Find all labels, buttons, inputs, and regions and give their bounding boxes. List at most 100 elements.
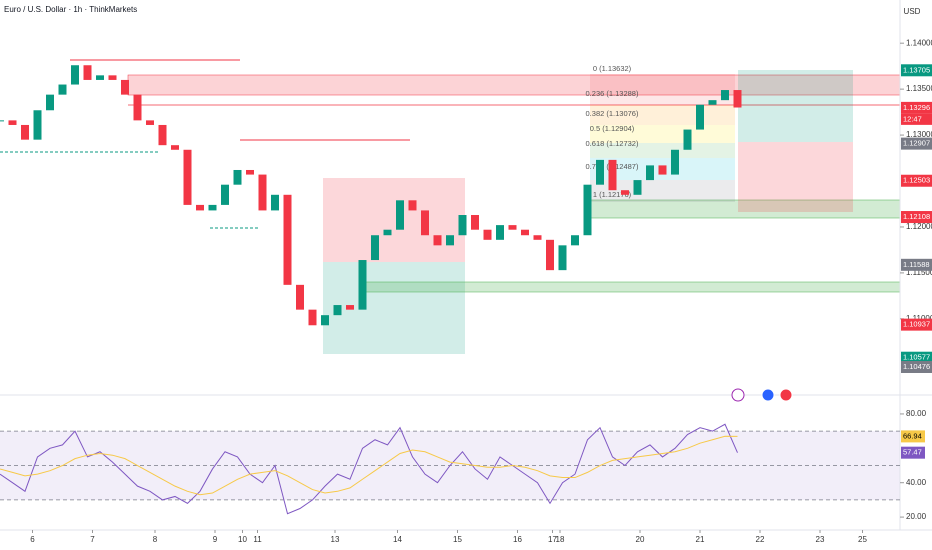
event-icon[interactable] [731,388,745,402]
x-tick-label: 11 [253,535,262,544]
event-icon[interactable] [761,388,775,402]
currency-label: USD [904,7,921,16]
rsi-line [0,435,738,496]
candle [71,65,79,85]
price-badge-label: 1.12907 [903,139,930,148]
candle [571,235,579,246]
fib-band [590,74,735,105]
candle [658,165,667,175]
short-position-target [323,262,465,354]
fib-label: 0 (1.13632) [593,64,632,73]
candle [521,229,529,236]
candle [633,180,642,195]
candle [271,194,279,211]
candle [383,229,392,236]
candle [333,305,342,316]
candle [721,90,729,101]
x-tick-label: 7 [90,535,95,544]
candle [121,79,129,95]
candle [558,245,567,271]
x-tick-label: 23 [816,535,825,544]
price-badge [901,258,932,271]
candle [646,165,654,181]
candle [733,90,742,108]
candle [708,100,717,105]
candle [596,159,604,185]
price-badge [901,351,932,364]
candle [533,235,542,240]
long-position-target [738,70,853,142]
price-badge [901,360,932,373]
x-tick-label: 22 [756,535,765,544]
candle [471,215,479,230]
y-tick-label: 1.11500 [906,268,932,277]
y-tick-label: 20.00 [906,512,927,521]
price-badge-label: 1.10577 [903,353,930,362]
candle [433,235,442,246]
candle [221,184,229,205]
candle [183,149,192,205]
support-zone [359,281,901,293]
candle [483,229,492,240]
x-tick-label: 15 [453,535,462,544]
candle [133,94,142,121]
x-tick-label: 16 [513,535,522,544]
price-badge-label: 1.13296 [903,103,930,112]
candle [21,124,29,140]
y-tick-label: 80.00 [906,409,927,418]
short-position-risk [323,178,465,262]
candle [108,75,117,80]
price-badge [901,211,932,224]
x-tick-label: 9 [213,535,218,544]
x-tick-label: 21 [696,535,705,544]
x-tick-label: 6 [30,535,35,544]
value-badge-label: 66.94 [903,431,922,440]
candle [258,174,267,211]
price-badge-label: 1.10476 [903,362,930,371]
x-tick-label: 10 [238,535,247,544]
x-tick-label: 14 [393,535,402,544]
candle [283,194,292,285]
y-tick-label: 1.11000 [906,314,932,323]
candle [0,120,4,122]
rsi-line [0,423,738,515]
value-badge-label: 57.47 [903,448,922,457]
x-tick-label: 13 [331,535,340,544]
candle [83,65,92,80]
fib-label: 0.382 (1.13076) [586,109,639,118]
price-badge-label: 1.11588 [903,260,930,269]
price-badge-label: 1.12503 [903,176,930,185]
candle [408,200,417,211]
candle [446,235,454,246]
candle [696,104,704,130]
candle [683,129,692,150]
candle [358,260,367,310]
fib-label: 1 (1.12176) [593,190,632,199]
fib-label: 0.236 (1.13288) [586,89,639,98]
candle [246,169,254,175]
event-icon[interactable] [779,388,793,402]
chart-title: Euro / U.S. Dollar · 1h · ThinkMarkets [4,5,137,14]
candle [396,200,404,230]
candle [8,120,17,125]
candle [546,239,554,271]
candle [583,184,592,236]
candle [346,305,354,310]
candle [608,159,617,191]
fib-band [590,180,735,202]
candle [171,145,179,150]
candle [308,309,317,326]
price-badge-label: 1.13705 [903,65,930,74]
x-tick-label: 8 [153,535,158,544]
price-badge-label: 1.12108 [903,212,930,221]
x-tick-label: 17 [548,535,557,544]
candle [46,94,54,111]
candle [58,84,67,95]
price-badge [901,101,932,114]
candle [296,284,304,310]
candle [146,120,154,125]
y-tick-label: 1.13500 [906,84,932,93]
x-tick-label: 20 [636,535,645,544]
long-position-risk [738,142,853,212]
